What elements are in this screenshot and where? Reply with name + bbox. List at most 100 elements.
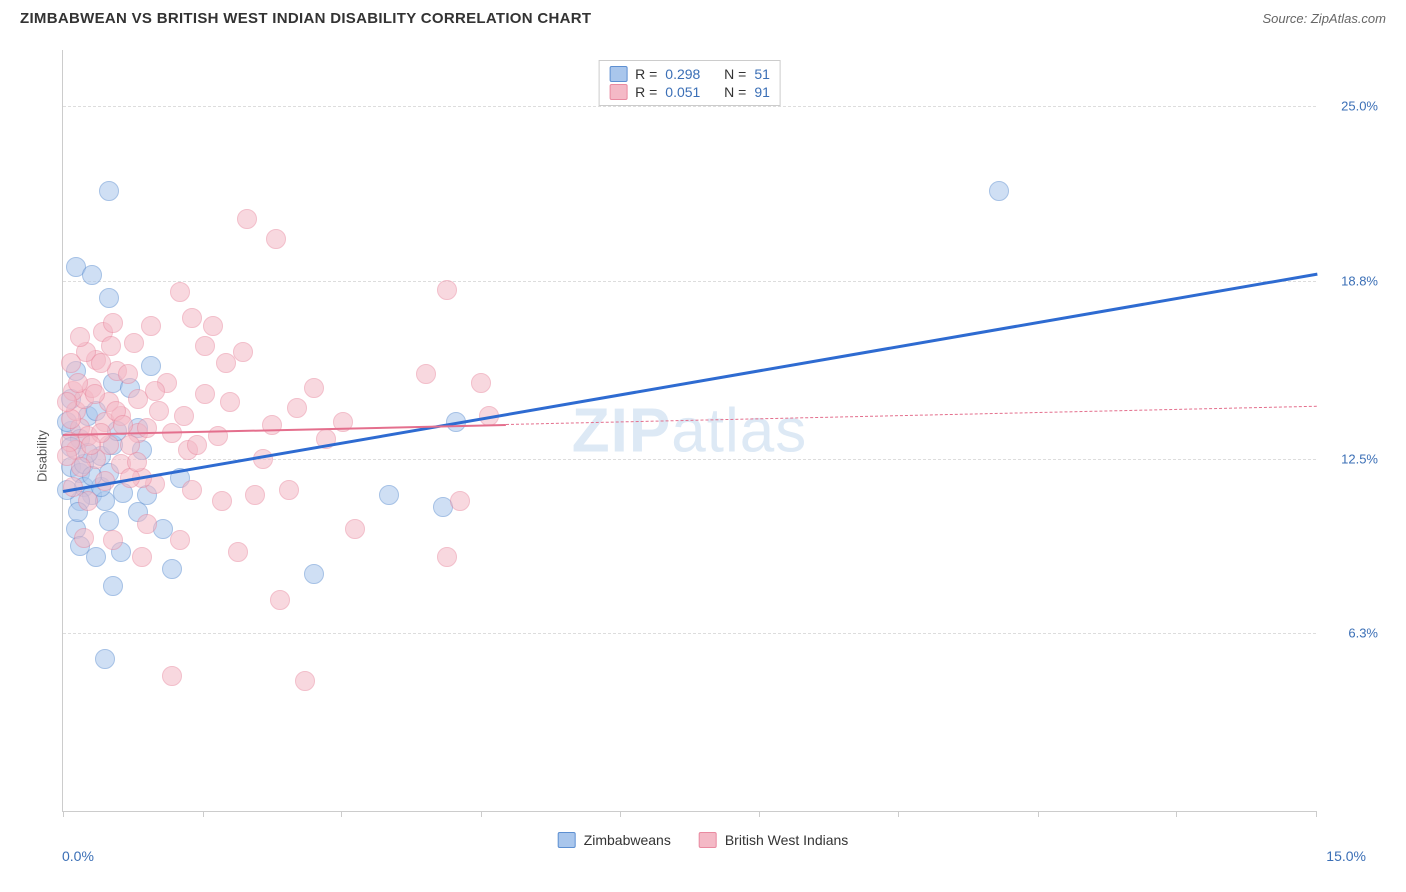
chart-title: ZIMBABWEAN VS BRITISH WEST INDIAN DISABI… [20,10,591,27]
x-tick [341,811,342,817]
header: ZIMBABWEAN VS BRITISH WEST INDIAN DISABI… [0,0,1406,33]
data-point [237,209,257,229]
data-point [195,384,215,404]
data-point [86,547,106,567]
data-point [103,576,123,596]
data-point [174,406,194,426]
watermark: ZIPatlas [572,395,807,466]
data-point [101,336,121,356]
data-point [85,384,105,404]
data-point [208,426,228,446]
plot-area: ZIPatlas R = 0.298 N = 51 R = 0.051 N = … [62,50,1316,812]
legend-row-series-1: R = 0.298 N = 51 [609,65,770,83]
data-point [82,265,102,285]
data-point [124,333,144,353]
y-tick-label: 12.5% [1341,451,1378,466]
data-point [437,547,457,567]
trend-line [63,273,1317,493]
x-tick [620,811,621,817]
gridline [63,106,1316,107]
data-point [187,435,207,455]
x-tick [759,811,760,817]
data-point [103,313,123,333]
data-point [220,392,240,412]
data-point [91,353,111,373]
x-tick [1316,811,1317,817]
source-attribution: Source: ZipAtlas.com [1262,11,1386,26]
data-point [132,547,152,567]
series-legend: Zimbabweans British West Indians [558,832,849,848]
data-point [145,381,165,401]
data-point [170,282,190,302]
data-point [228,542,248,562]
data-point [379,485,399,505]
data-point [61,353,81,373]
data-point [262,415,282,435]
chart-container: Disability ZIPatlas R = 0.298 N = 51 R =… [20,40,1386,872]
y-axis-label: Disability [35,430,50,482]
data-point [141,316,161,336]
data-point [118,364,138,384]
data-point [78,491,98,511]
data-point [95,649,115,669]
data-point [203,316,223,336]
data-point [471,373,491,393]
x-axis-max-label: 15.0% [1326,848,1366,864]
data-point [162,666,182,686]
x-tick [898,811,899,817]
legend-item-series-1: Zimbabweans [558,832,671,848]
legend-swatch [609,84,627,100]
gridline [63,633,1316,634]
x-axis-min-label: 0.0% [62,848,94,864]
data-point [245,485,265,505]
data-point [141,356,161,376]
y-tick-label: 18.8% [1341,274,1378,289]
data-point [287,398,307,418]
legend-swatch [609,66,627,82]
data-point [233,342,253,362]
legend-row-series-2: R = 0.051 N = 91 [609,83,770,101]
data-point [70,327,90,347]
legend-swatch [558,832,576,848]
data-point [270,590,290,610]
correlation-legend: R = 0.298 N = 51 R = 0.051 N = 91 [598,60,781,106]
data-point [279,480,299,500]
data-point [57,446,77,466]
data-point [137,418,157,438]
data-point [61,409,81,429]
gridline [63,281,1316,282]
data-point [195,336,215,356]
data-point [304,564,324,584]
data-point [182,308,202,328]
legend-swatch [699,832,717,848]
data-point [162,559,182,579]
data-point [99,181,119,201]
data-point [170,530,190,550]
data-point [266,229,286,249]
data-point [137,514,157,534]
y-tick-label: 25.0% [1341,99,1378,114]
data-point [57,392,77,412]
data-point [450,491,470,511]
data-point [295,671,315,691]
trend-line-extrapolated [506,406,1317,425]
data-point [99,511,119,531]
data-point [345,519,365,539]
x-tick [63,811,64,817]
data-point [212,491,232,511]
data-point [127,452,147,472]
data-point [182,480,202,500]
data-point [149,401,169,421]
y-tick-label: 6.3% [1348,626,1378,641]
data-point [103,530,123,550]
data-point [74,528,94,548]
data-point [99,288,119,308]
x-tick [203,811,204,817]
data-point [304,378,324,398]
x-tick [1038,811,1039,817]
data-point [437,280,457,300]
x-tick [481,811,482,817]
data-point [81,435,101,455]
data-point [989,181,1009,201]
x-tick [1176,811,1177,817]
